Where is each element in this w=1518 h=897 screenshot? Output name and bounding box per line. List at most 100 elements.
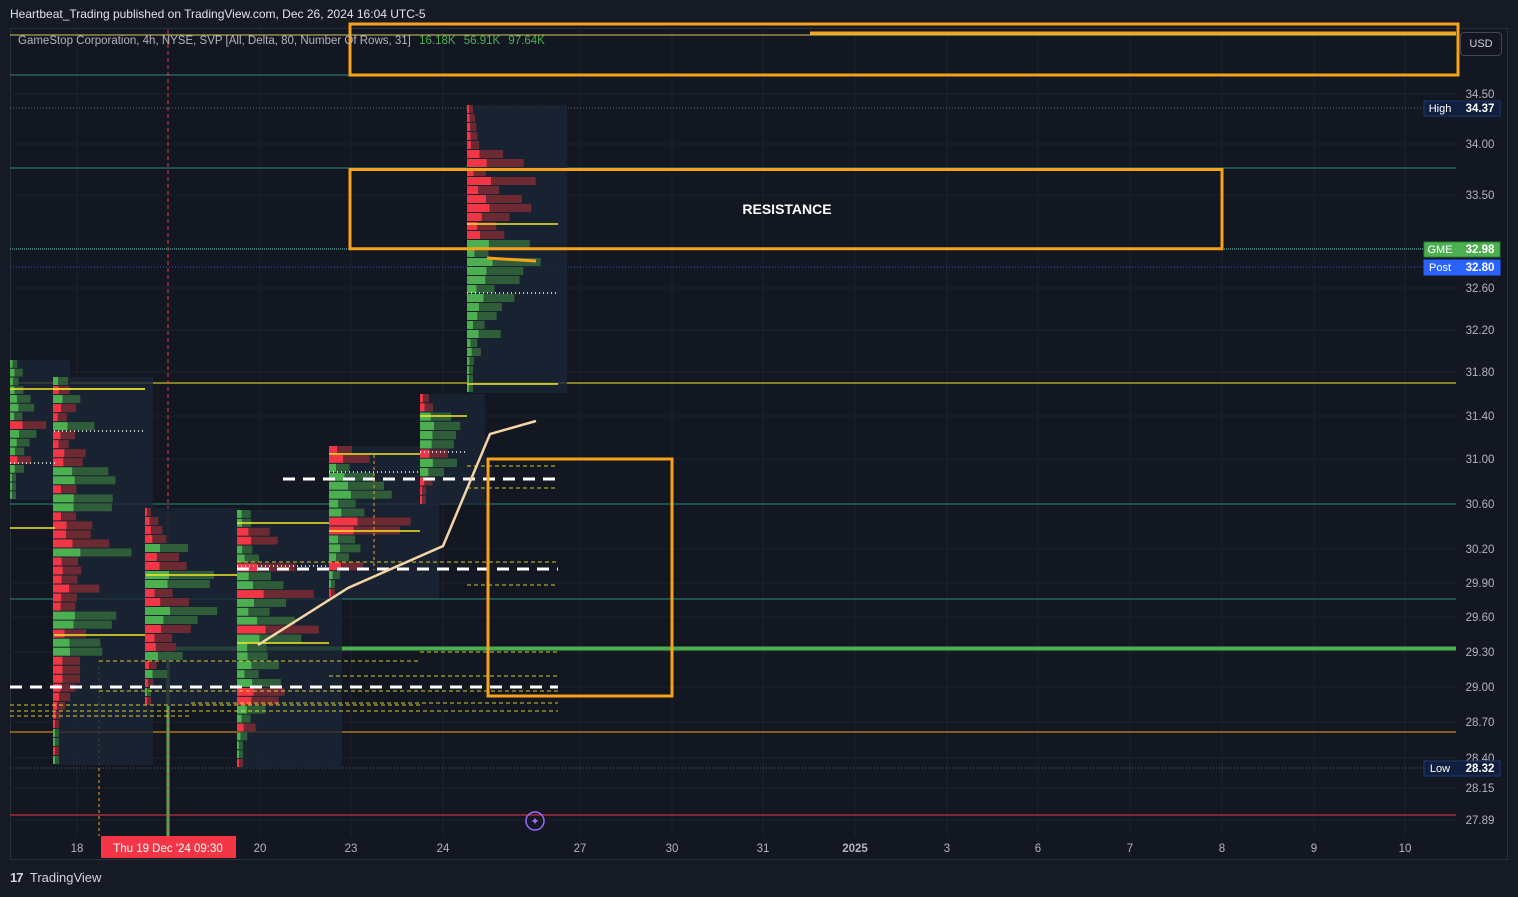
profile-bar-b-d-20 — [253, 687, 285, 696]
profile-bar-b-b-22 — [61, 575, 78, 584]
profile-bar-b-b-5 — [67, 422, 95, 431]
profile-bar-b-b-32 — [62, 665, 81, 674]
profile-bar-e-7 — [329, 508, 342, 517]
profile-bar-b-d-13 — [265, 625, 319, 634]
profile-bar-e-6 — [329, 499, 339, 508]
profile-bar-b-g-9 — [478, 186, 500, 194]
projection-path — [257, 419, 537, 647]
profile-bar-g-7 — [467, 168, 474, 176]
profile-bar-e-5 — [329, 490, 351, 499]
profile-bar-b-g-22 — [479, 303, 502, 311]
profile-bar-g-27 — [467, 348, 472, 356]
profile-bar-b-19 — [53, 548, 81, 557]
profile-bar-b-21 — [53, 566, 63, 575]
profile-bar-g-28 — [467, 357, 470, 365]
profile-bar-b-b-40 — [55, 737, 59, 746]
price-label-name-0: High — [1429, 103, 1452, 115]
profile-bar-b-b-38 — [55, 719, 59, 728]
profile-bar-b-36 — [53, 701, 58, 710]
profile-bar-b-d-10 — [254, 598, 287, 607]
profile-bar-c-18 — [145, 670, 153, 678]
profile-bar-a-0 — [10, 360, 13, 368]
profile-bar-b-25 — [53, 602, 61, 611]
profile-bar-b-41 — [53, 746, 56, 755]
profile-bar-g-12 — [467, 213, 482, 221]
profile-bar-c-21 — [145, 697, 148, 705]
profile-bar-b-d-23 — [241, 714, 251, 723]
price-label-gme: GME 32.98 — [1423, 241, 1501, 258]
profile-bar-a-15 — [10, 491, 13, 499]
profile-bar-g-20 — [467, 285, 477, 293]
profile-bar-c-5 — [145, 553, 157, 561]
profile-bar-b-b-27 — [73, 620, 112, 629]
x-tick-7: 2025 — [842, 843, 868, 855]
profile-bar-d-5 — [237, 554, 245, 563]
profile-bar-b-d-26 — [239, 741, 243, 750]
profile-bar-b-b-16 — [66, 521, 93, 530]
profile-bar-b-30 — [53, 647, 71, 656]
profile-bar-b-23 — [53, 584, 70, 593]
profile-bar-b-b-34 — [60, 683, 76, 692]
price-label-name-1: GME — [1427, 244, 1452, 256]
profile-bar-b-e-4 — [348, 481, 384, 490]
profile-bar-b-d-19 — [252, 679, 281, 687]
profile-bar-b-b-20 — [61, 557, 79, 566]
profile-bar-d-11 — [237, 607, 249, 616]
profile-bar-b-f-10 — [422, 486, 426, 495]
profile-bar-d-12 — [237, 616, 258, 625]
profile-bar-b-g-4 — [471, 141, 480, 149]
profile-bar-b-42 — [53, 755, 56, 764]
profile-bar-g-8 — [467, 177, 492, 185]
profile-bar-b-c-3 — [152, 535, 167, 543]
profile-bar-b-e-2 — [336, 463, 350, 472]
profile-bar-b-27 — [53, 620, 74, 629]
profile-bar-b-b-23 — [69, 584, 100, 593]
profile-bar-d-25 — [237, 732, 241, 741]
profile-bar-c-20 — [145, 688, 148, 696]
x-tick-5: 30 — [666, 843, 679, 855]
profile-bar-b-g-2 — [470, 123, 477, 131]
profile-bar-b-g-20 — [476, 285, 495, 293]
profile-bar-b-a-3 — [14, 386, 24, 394]
profile-bar-b-b-12 — [61, 485, 77, 494]
profile-bar-b-g-28 — [469, 357, 474, 365]
x-tick-4: 27 — [574, 843, 587, 855]
profile-bar-b-26 — [53, 611, 76, 620]
profile-bar-b-10 — [53, 467, 73, 476]
profile-bar-g-6 — [467, 159, 487, 167]
profile-bar-b-e-10 — [338, 535, 356, 544]
profile-bar-b-17 — [53, 530, 67, 539]
profile-bar-g-0 — [467, 105, 470, 113]
currency-button[interactable]: USD — [1460, 32, 1502, 56]
profile-bar-b-b-35 — [59, 692, 71, 701]
chart-legend: GameStop Corporation, 4h, NYSE, SVP [All… — [18, 35, 545, 47]
profile-bar-b-b-1 — [58, 386, 70, 395]
profile-bar-f-10 — [420, 486, 423, 495]
profile-bar-b-b-26 — [75, 611, 117, 620]
y-tick-4: 32.20 — [1466, 325, 1495, 337]
y-tick-16: 28.15 — [1466, 783, 1495, 795]
x-tick-10: 7 — [1127, 843, 1133, 855]
profile-bar-b-e-14 — [332, 571, 340, 580]
resistance-zone-box — [348, 168, 1224, 251]
profile-bar-g-23 — [467, 312, 478, 320]
profile-bar-e-11 — [329, 544, 341, 553]
profile-bar-a-2 — [10, 377, 14, 386]
profile-bar-d-20 — [237, 687, 254, 696]
profile-bar-g-9 — [467, 186, 479, 194]
price-label-name-2: Post — [1429, 262, 1451, 274]
profile-bar-b-c-8 — [167, 580, 210, 588]
profile-bar-b-c-17 — [149, 661, 157, 669]
profile-bar-a-1 — [10, 368, 15, 377]
y-tick-1: 34.00 — [1466, 139, 1495, 151]
profile-bar-d-16 — [237, 652, 248, 661]
profile-bar-d-23 — [237, 714, 242, 723]
footer-brand[interactable]: 17 TradingView — [10, 870, 101, 885]
profile-bar-b-b-3 — [61, 404, 76, 413]
profile-bar-b-g-3 — [470, 132, 478, 140]
profile-bar-d-8 — [237, 581, 254, 590]
legend-value-3: 97.64K — [508, 35, 545, 47]
profile-bar-b-g-15 — [488, 240, 530, 248]
profile-bar-b-g-27 — [471, 348, 481, 356]
